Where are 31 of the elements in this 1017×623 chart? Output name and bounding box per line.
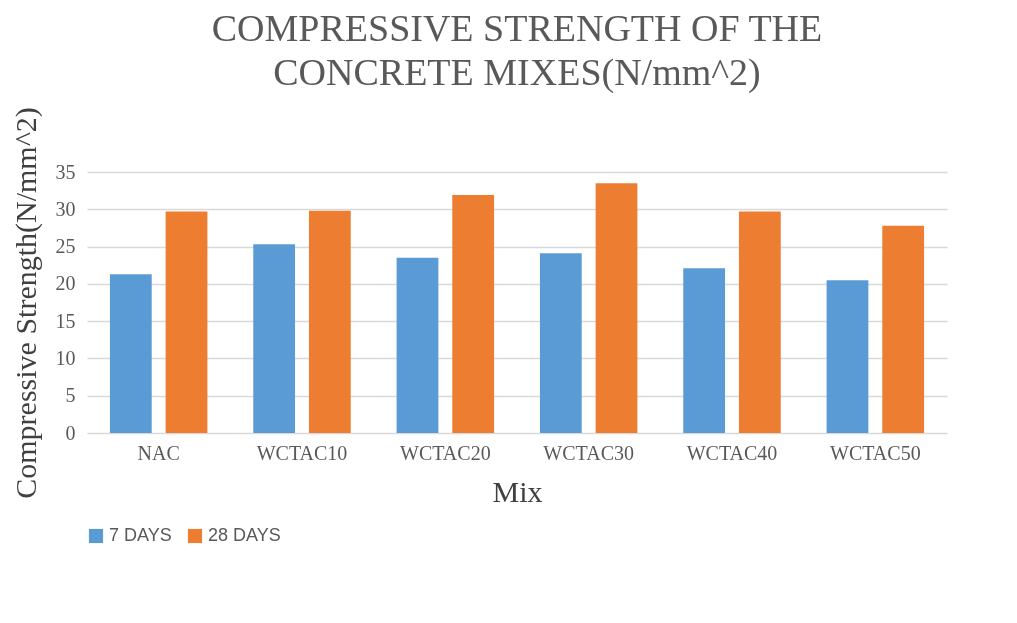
- x-tick-label: WCTAC10: [256, 441, 348, 464]
- bar: [683, 268, 726, 433]
- y-tick-label: 10: [55, 346, 76, 369]
- legend-label: 28 DAYS: [208, 525, 281, 545]
- x-tick-label: WCTAC30: [543, 441, 634, 464]
- x-tick-label: WCTAC50: [830, 441, 921, 464]
- y-tick-label: 0: [65, 421, 76, 444]
- legend-label: 7 DAYS: [109, 525, 172, 545]
- x-tick-label: WCTAC40: [686, 441, 778, 464]
- y-tick-label: 20: [55, 272, 76, 295]
- y-axis-title: Compressive Strength(N/mm^2): [8, 107, 43, 499]
- bar: [308, 210, 351, 433]
- bar: [539, 253, 582, 433]
- y-tick-label: 30: [55, 197, 76, 220]
- bar: [595, 183, 638, 433]
- bar: [165, 211, 208, 433]
- y-tick-label: 25: [55, 235, 76, 258]
- bar: [109, 274, 152, 433]
- bar: [396, 257, 439, 433]
- y-tick-label: 5: [65, 384, 76, 407]
- bar: [882, 225, 925, 433]
- chart-title: COMPRESSIVE STRENGTH OF THE CONCRETE MIXES(N/mm^2): [211, 6, 823, 94]
- bar: [738, 211, 781, 433]
- x-tick-label: WCTAC20: [400, 441, 491, 464]
- y-tick-label: 35: [55, 160, 76, 183]
- bar: [452, 195, 495, 433]
- x-axis-title: Mix: [492, 474, 543, 508]
- x-tick-label: NAC: [137, 441, 180, 464]
- bar: [826, 280, 869, 433]
- y-tick-label: 15: [55, 309, 76, 332]
- bar: [253, 244, 296, 433]
